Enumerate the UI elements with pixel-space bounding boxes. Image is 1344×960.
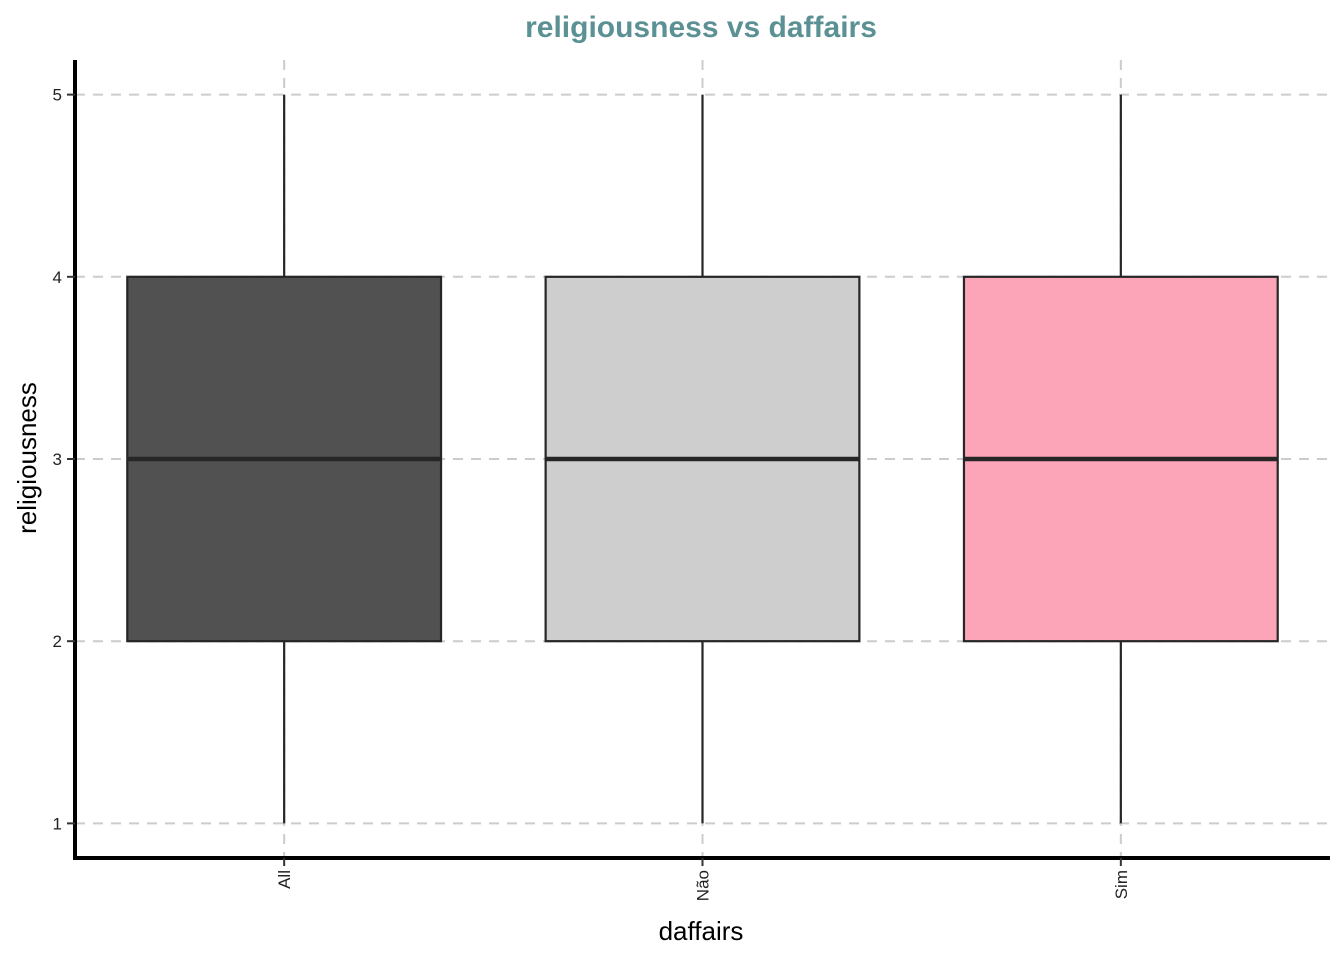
y-tick-label: 1 [53, 814, 62, 833]
box-0 [126, 94, 443, 824]
y-tick-label: 3 [53, 450, 62, 469]
x-tick-label: Não [694, 870, 713, 901]
box-2 [962, 94, 1279, 824]
y-axis-label: religiousness [12, 382, 42, 534]
chart-title: religiousness vs daffairs [525, 11, 877, 44]
y-ticks: 1 2 3 4 5 [53, 86, 75, 833]
x-axis-label: daffairs [659, 916, 744, 946]
x-ticks: All Não Sim [275, 858, 1131, 901]
x-tick-label: All [275, 870, 294, 889]
y-tick-label: 5 [53, 86, 62, 105]
boxes [126, 94, 1279, 824]
box-1 [544, 94, 861, 824]
x-tick-label: Sim [1112, 870, 1131, 899]
y-tick-label: 2 [53, 632, 62, 651]
y-tick-label: 4 [53, 268, 62, 287]
